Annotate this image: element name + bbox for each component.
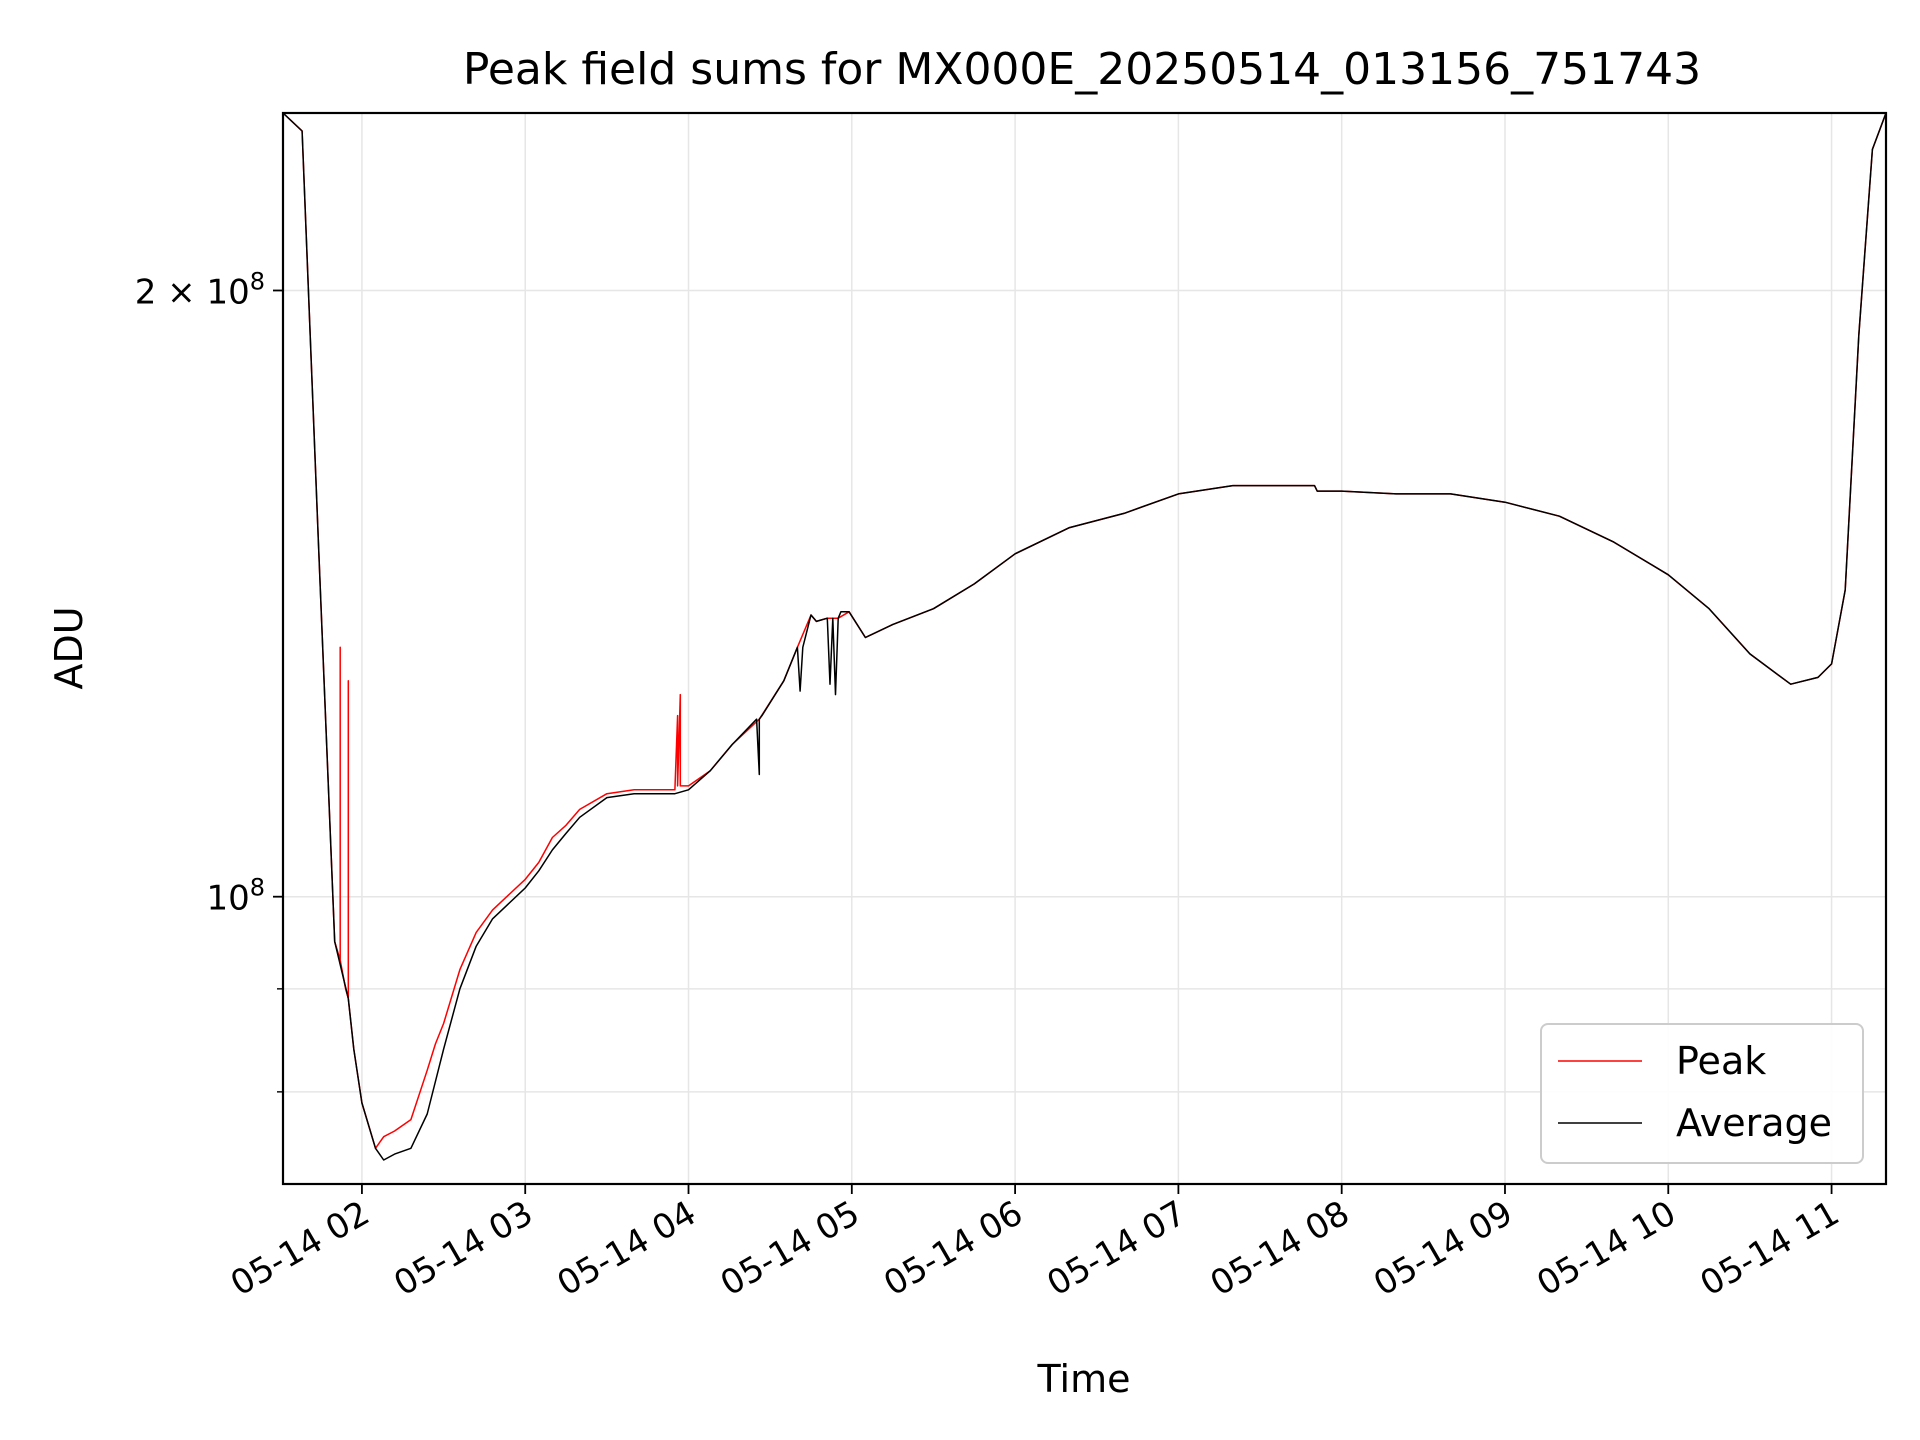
y-axis-label: ADU <box>47 606 91 689</box>
legend-peak-label: Peak <box>1676 1039 1766 1083</box>
legend-average-label: Average <box>1676 1101 1832 1145</box>
y-tick-label-0: 108 <box>206 874 265 919</box>
series-layer <box>283 113 1886 1161</box>
grid <box>283 113 1886 1184</box>
legend: Peak Average <box>1540 1023 1864 1164</box>
y-axis-ticks: 108 2 × 108 <box>135 267 283 1093</box>
plot-frame <box>281 111 1888 1186</box>
x-axis-label: Time <box>1037 1357 1131 1401</box>
series-line-average <box>283 113 1886 1161</box>
chart-title: Peak field sums for MX000E_20250514_0131… <box>463 44 1701 95</box>
legend-box <box>1540 1023 1864 1164</box>
y-tick-label-1: 2 × 108 <box>135 267 265 312</box>
